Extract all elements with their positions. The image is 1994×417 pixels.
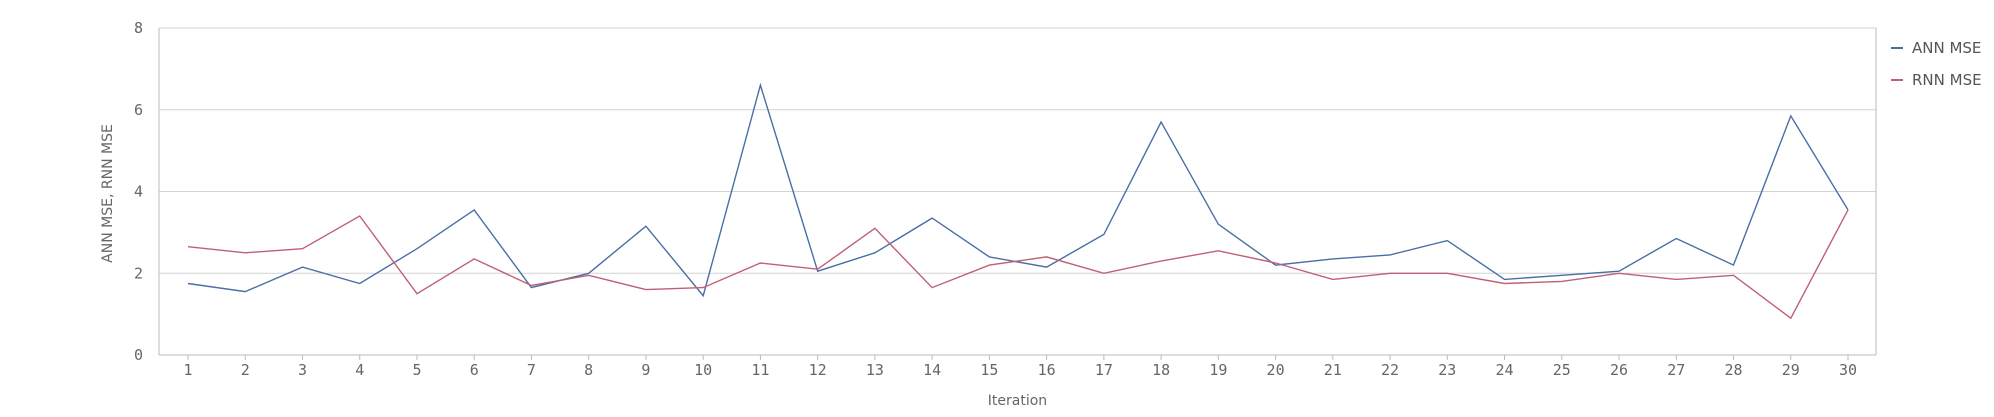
series-line-ann-mse [187,82,1849,298]
x-tick-labels: 1 2 3 4 5 6 7 8 9 10 11 12 13 14 15 16 17 18 19 20 21 22 23 24 2… [183,361,1857,379]
x-tick-label: 7 [527,361,536,379]
series-lines [187,82,1849,320]
axes [158,27,1877,360]
x-tick-label: 6 [470,361,479,379]
x-tick-label: 16 [1038,361,1056,379]
x-tick-label: 1 [183,361,192,379]
x-tick-label: 22 [1381,361,1399,379]
x-tick-label: 26 [1610,361,1628,379]
x-tick-label: 10 [694,361,712,379]
x-tick-label: 28 [1724,361,1742,379]
x-tick-label: 13 [866,361,884,379]
x-tick-label: 18 [1152,361,1170,379]
x-tick-label: 24 [1496,361,1514,379]
x-tick-label: 3 [298,361,307,379]
x-tick-label: 17 [1095,361,1113,379]
x-tick-label: 23 [1438,361,1456,379]
legend[interactable]: ANN MSE RNN MSE [1891,39,1982,89]
x-axis-title: Iteration [988,393,1047,409]
x-tick-label: 14 [923,361,941,379]
y-axis-title: ANN MSE, RNN MSE [100,124,116,263]
x-tick-label: 4 [355,361,364,379]
x-tick-label: 2 [241,361,250,379]
y-tick-label: 8 [134,19,143,37]
x-tick-label: 19 [1209,361,1227,379]
x-tick-label: 12 [809,361,827,379]
x-tick-label: 21 [1324,361,1342,379]
legend-item-rnn-mse[interactable]: RNN MSE [1891,71,1982,89]
y-tick-label: 2 [134,264,143,282]
y-tick-label: 4 [134,183,143,201]
legend-label: ANN MSE [1912,39,1981,57]
x-tick-label: 27 [1667,361,1685,379]
legend-item-ann-mse[interactable]: ANN MSE [1891,39,1981,57]
x-tick-label: 20 [1267,361,1285,379]
x-tick-label: 25 [1553,361,1571,379]
y-tick-labels: 0 2 4 6 8 [134,19,143,364]
y-tick-label: 0 [134,346,143,364]
gridlines [159,27,1876,274]
legend-label: RNN MSE [1912,71,1982,89]
x-tick-label: 11 [751,361,769,379]
x-tick-label: 29 [1782,361,1800,379]
x-tick-label: 9 [641,361,650,379]
series-line-rnn-mse [187,209,1849,320]
x-tick-label: 15 [980,361,998,379]
y-tick-label: 6 [134,101,143,119]
x-tick-label: 8 [584,361,593,379]
x-tick-label: 5 [412,361,421,379]
x-tick-label: 30 [1839,361,1857,379]
